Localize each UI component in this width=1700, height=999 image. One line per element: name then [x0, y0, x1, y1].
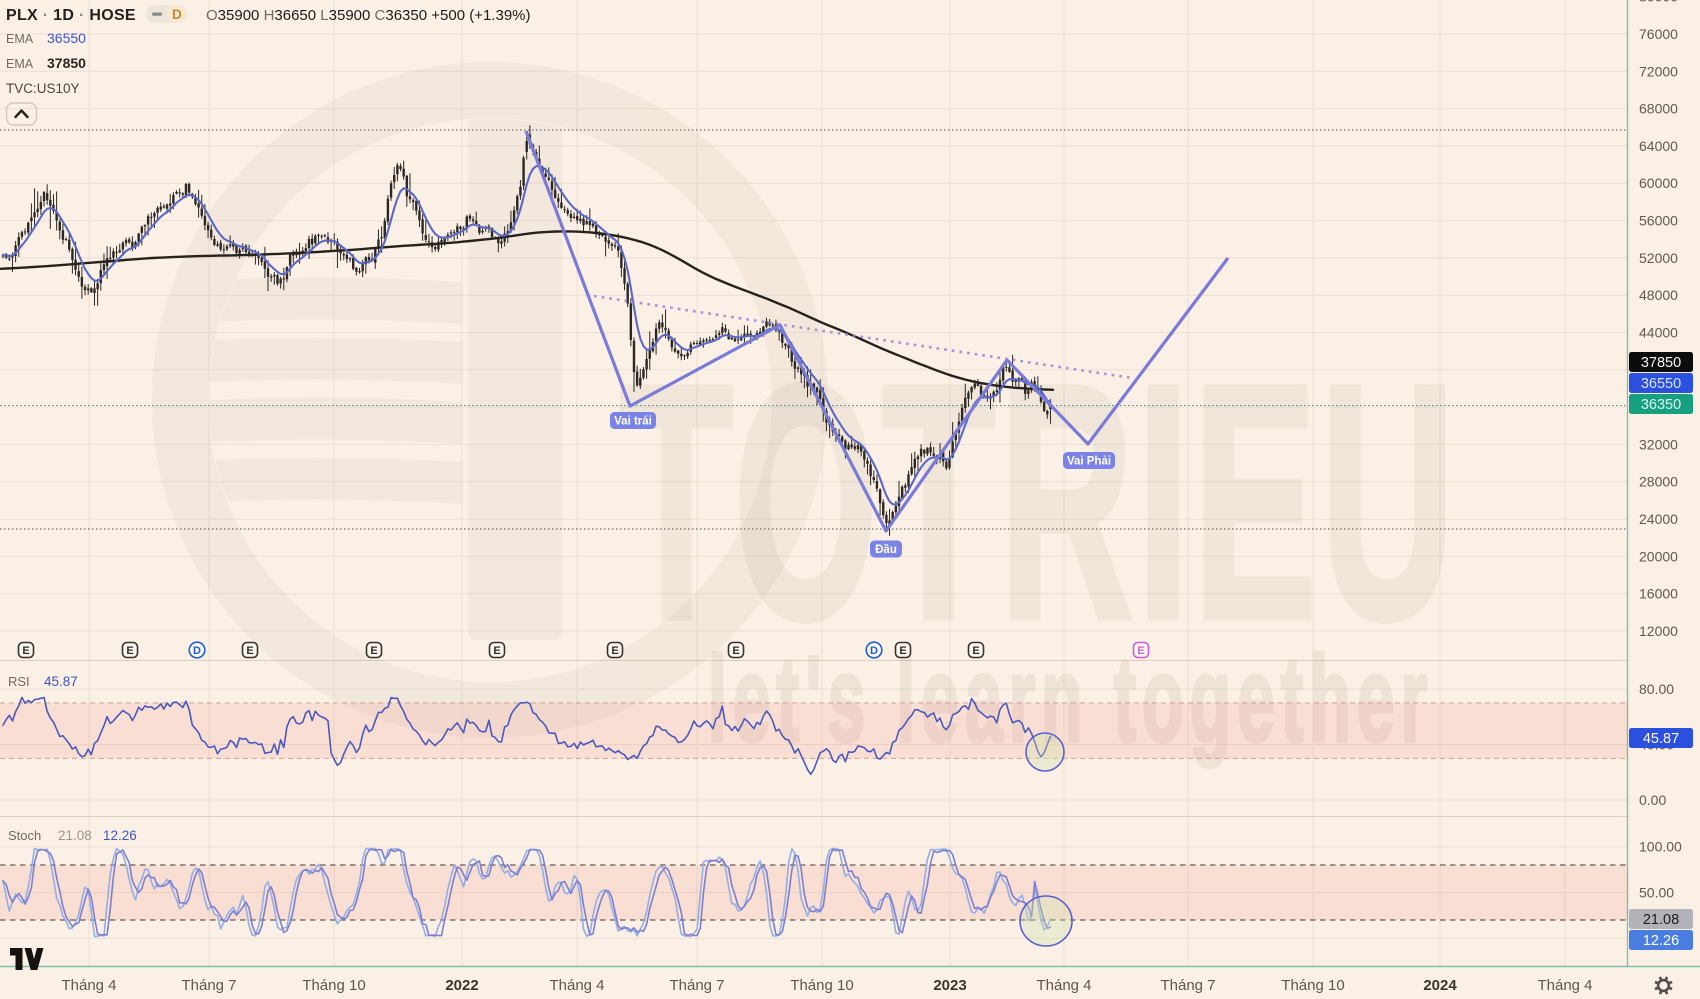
svg-text:20000: 20000 — [1639, 548, 1678, 564]
svg-text:24000: 24000 — [1639, 511, 1678, 527]
svg-text:Tháng 7: Tháng 7 — [1160, 977, 1215, 994]
svg-text:80000: 80000 — [1639, 0, 1678, 5]
svg-text:21.08: 21.08 — [58, 828, 92, 843]
svg-text:100.00: 100.00 — [1639, 839, 1682, 855]
svg-text:E: E — [370, 645, 377, 657]
svg-text:2022: 2022 — [445, 977, 478, 994]
svg-text:let's learn together: let's learn together — [708, 631, 1433, 767]
svg-text:76000: 76000 — [1639, 26, 1678, 42]
svg-text:Tháng 7: Tháng 7 — [669, 977, 724, 994]
svg-text:E: E — [1137, 645, 1144, 657]
svg-text:16000: 16000 — [1639, 586, 1678, 602]
svg-text:Đầu: Đầu — [875, 544, 897, 556]
svg-text:21.08: 21.08 — [1643, 912, 1679, 928]
svg-text:Stoch: Stoch — [8, 828, 41, 843]
svg-text:E: E — [972, 645, 979, 657]
svg-text:Vai trái: Vai trái — [614, 416, 652, 428]
svg-text:80.00: 80.00 — [1639, 681, 1674, 697]
svg-text:Tháng 4: Tháng 4 — [1036, 977, 1091, 994]
svg-text:TVC:US10Y: TVC:US10Y — [6, 81, 80, 96]
svg-text:D: D — [193, 645, 201, 657]
svg-text:D: D — [870, 645, 878, 657]
svg-text:Tháng 4: Tháng 4 — [1537, 977, 1592, 994]
svg-text:60000: 60000 — [1639, 175, 1678, 191]
svg-text:O35900 H36650 L35900 C36350 +5: O35900 H36650 L35900 C36350 +500 (+1.39%… — [206, 7, 531, 24]
svg-text:45.87: 45.87 — [1643, 731, 1679, 747]
svg-text:RSI: RSI — [8, 674, 30, 689]
svg-text:36550: 36550 — [47, 30, 86, 46]
svg-text:E: E — [22, 645, 29, 657]
svg-text:Tháng 4: Tháng 4 — [61, 977, 116, 994]
svg-text:37850: 37850 — [1641, 355, 1681, 371]
svg-text:Tháng 10: Tháng 10 — [1281, 977, 1344, 994]
svg-text:EMA: EMA — [6, 57, 34, 71]
svg-text:44000: 44000 — [1639, 325, 1678, 341]
svg-text:32000: 32000 — [1639, 436, 1678, 452]
svg-text:TOTRIEU: TOTRIEU — [620, 317, 1459, 689]
svg-text:Tháng 10: Tháng 10 — [302, 977, 365, 994]
svg-text:D: D — [172, 7, 182, 22]
svg-text:28000: 28000 — [1639, 474, 1678, 490]
svg-text:E: E — [732, 645, 739, 657]
svg-text:2023: 2023 — [933, 977, 966, 994]
svg-text:Tháng 10: Tháng 10 — [790, 977, 853, 994]
svg-text:EMA: EMA — [6, 32, 34, 46]
svg-text:64000: 64000 — [1639, 138, 1678, 154]
svg-text:48000: 48000 — [1639, 287, 1678, 303]
svg-text:50.00: 50.00 — [1639, 885, 1674, 901]
svg-text:E: E — [899, 645, 906, 657]
svg-text:37850: 37850 — [47, 55, 86, 71]
svg-text:E: E — [493, 645, 500, 657]
svg-text:36550: 36550 — [1641, 376, 1681, 392]
svg-text:0.00: 0.00 — [1639, 792, 1666, 808]
svg-text:Vai Phải: Vai Phải — [1067, 456, 1111, 468]
svg-text:12000: 12000 — [1639, 623, 1678, 639]
svg-text:Tháng 4: Tháng 4 — [549, 977, 604, 994]
svg-text:56000: 56000 — [1639, 213, 1678, 229]
svg-text:Tháng 7: Tháng 7 — [181, 977, 236, 994]
svg-text:E: E — [126, 645, 133, 657]
svg-text:52000: 52000 — [1639, 250, 1678, 266]
svg-text:2024: 2024 — [1423, 977, 1457, 994]
svg-text:12.26: 12.26 — [103, 828, 137, 843]
svg-text:E: E — [246, 645, 253, 657]
svg-text:68000: 68000 — [1639, 101, 1678, 117]
svg-text:72000: 72000 — [1639, 63, 1678, 79]
svg-text:45.87: 45.87 — [44, 674, 78, 689]
svg-text:36350: 36350 — [1641, 397, 1681, 413]
svg-text:PLX · 1D · HOSE: PLX · 1D · HOSE — [6, 7, 136, 24]
svg-text:E: E — [611, 645, 618, 657]
svg-text:12.26: 12.26 — [1643, 933, 1679, 949]
